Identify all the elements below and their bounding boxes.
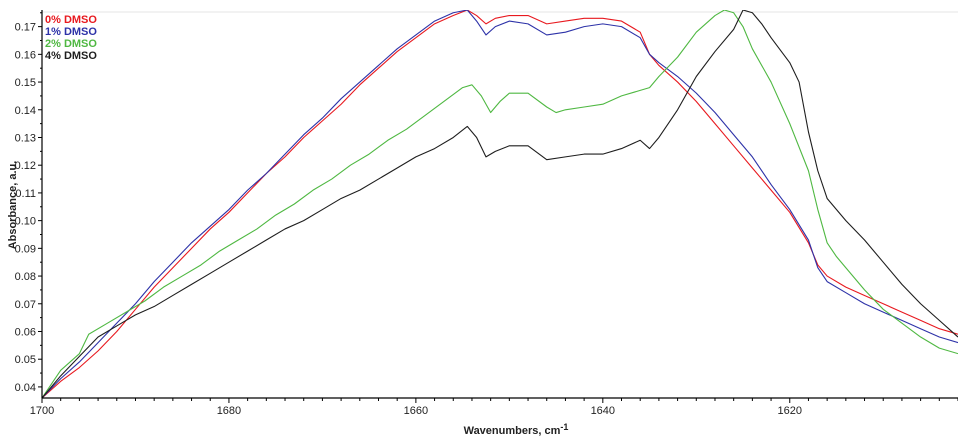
legend-entry-2: 2% DMSO — [45, 38, 97, 50]
y-tick-label: 0.11 — [15, 188, 36, 200]
y-tick-label: 0.14 — [15, 105, 36, 117]
y-tick-label: 0.16 — [15, 49, 36, 61]
y-tick-label: 0.15 — [15, 77, 36, 89]
x-tick-label: 1620 — [778, 405, 802, 417]
y-tick-label: 0.13 — [15, 132, 36, 144]
x-axis-title-text: Wavenumbers, cm — [464, 425, 561, 437]
series-line-2 — [42, 10, 958, 398]
series-line-3 — [42, 10, 958, 398]
series-line-0 — [42, 10, 958, 398]
x-tick-label: 1700 — [30, 405, 54, 417]
y-tick-label: 0.04 — [15, 382, 36, 394]
x-tick-label: 1680 — [217, 405, 241, 417]
y-tick-label: 0.17 — [15, 22, 36, 34]
y-axis-title: Absorbance, a.u. — [7, 161, 19, 250]
y-tick-label: 0.07 — [15, 299, 36, 311]
axes-group: 0.04 0.05 0.06 0.07 0.08 0.09 0.10 0.11 0.12 0.13… — [15, 10, 958, 417]
y-tick-label: 0.12 — [15, 160, 36, 172]
x-tick-label: 1640 — [591, 405, 615, 417]
x-axis-title-superscript: -1 — [560, 422, 568, 432]
legend-entry-1: 1% DMSO — [45, 26, 97, 38]
legend-entry-0: 0% DMSO — [45, 14, 97, 26]
y-tick-label: 0.10 — [15, 216, 36, 228]
y-tick-label: 0.09 — [15, 243, 36, 255]
series-line-1 — [42, 10, 958, 398]
x-tick-label: 1660 — [404, 405, 428, 417]
x-axis-title: Wavenumbers, cm-1 — [464, 422, 569, 437]
y-tick-label: 0.05 — [15, 354, 36, 366]
legend-entry-3: 4% DMSO — [45, 50, 97, 62]
y-tick-label: 0.08 — [15, 271, 36, 283]
y-tick-label: 0.06 — [15, 326, 36, 338]
series-group — [42, 10, 958, 398]
